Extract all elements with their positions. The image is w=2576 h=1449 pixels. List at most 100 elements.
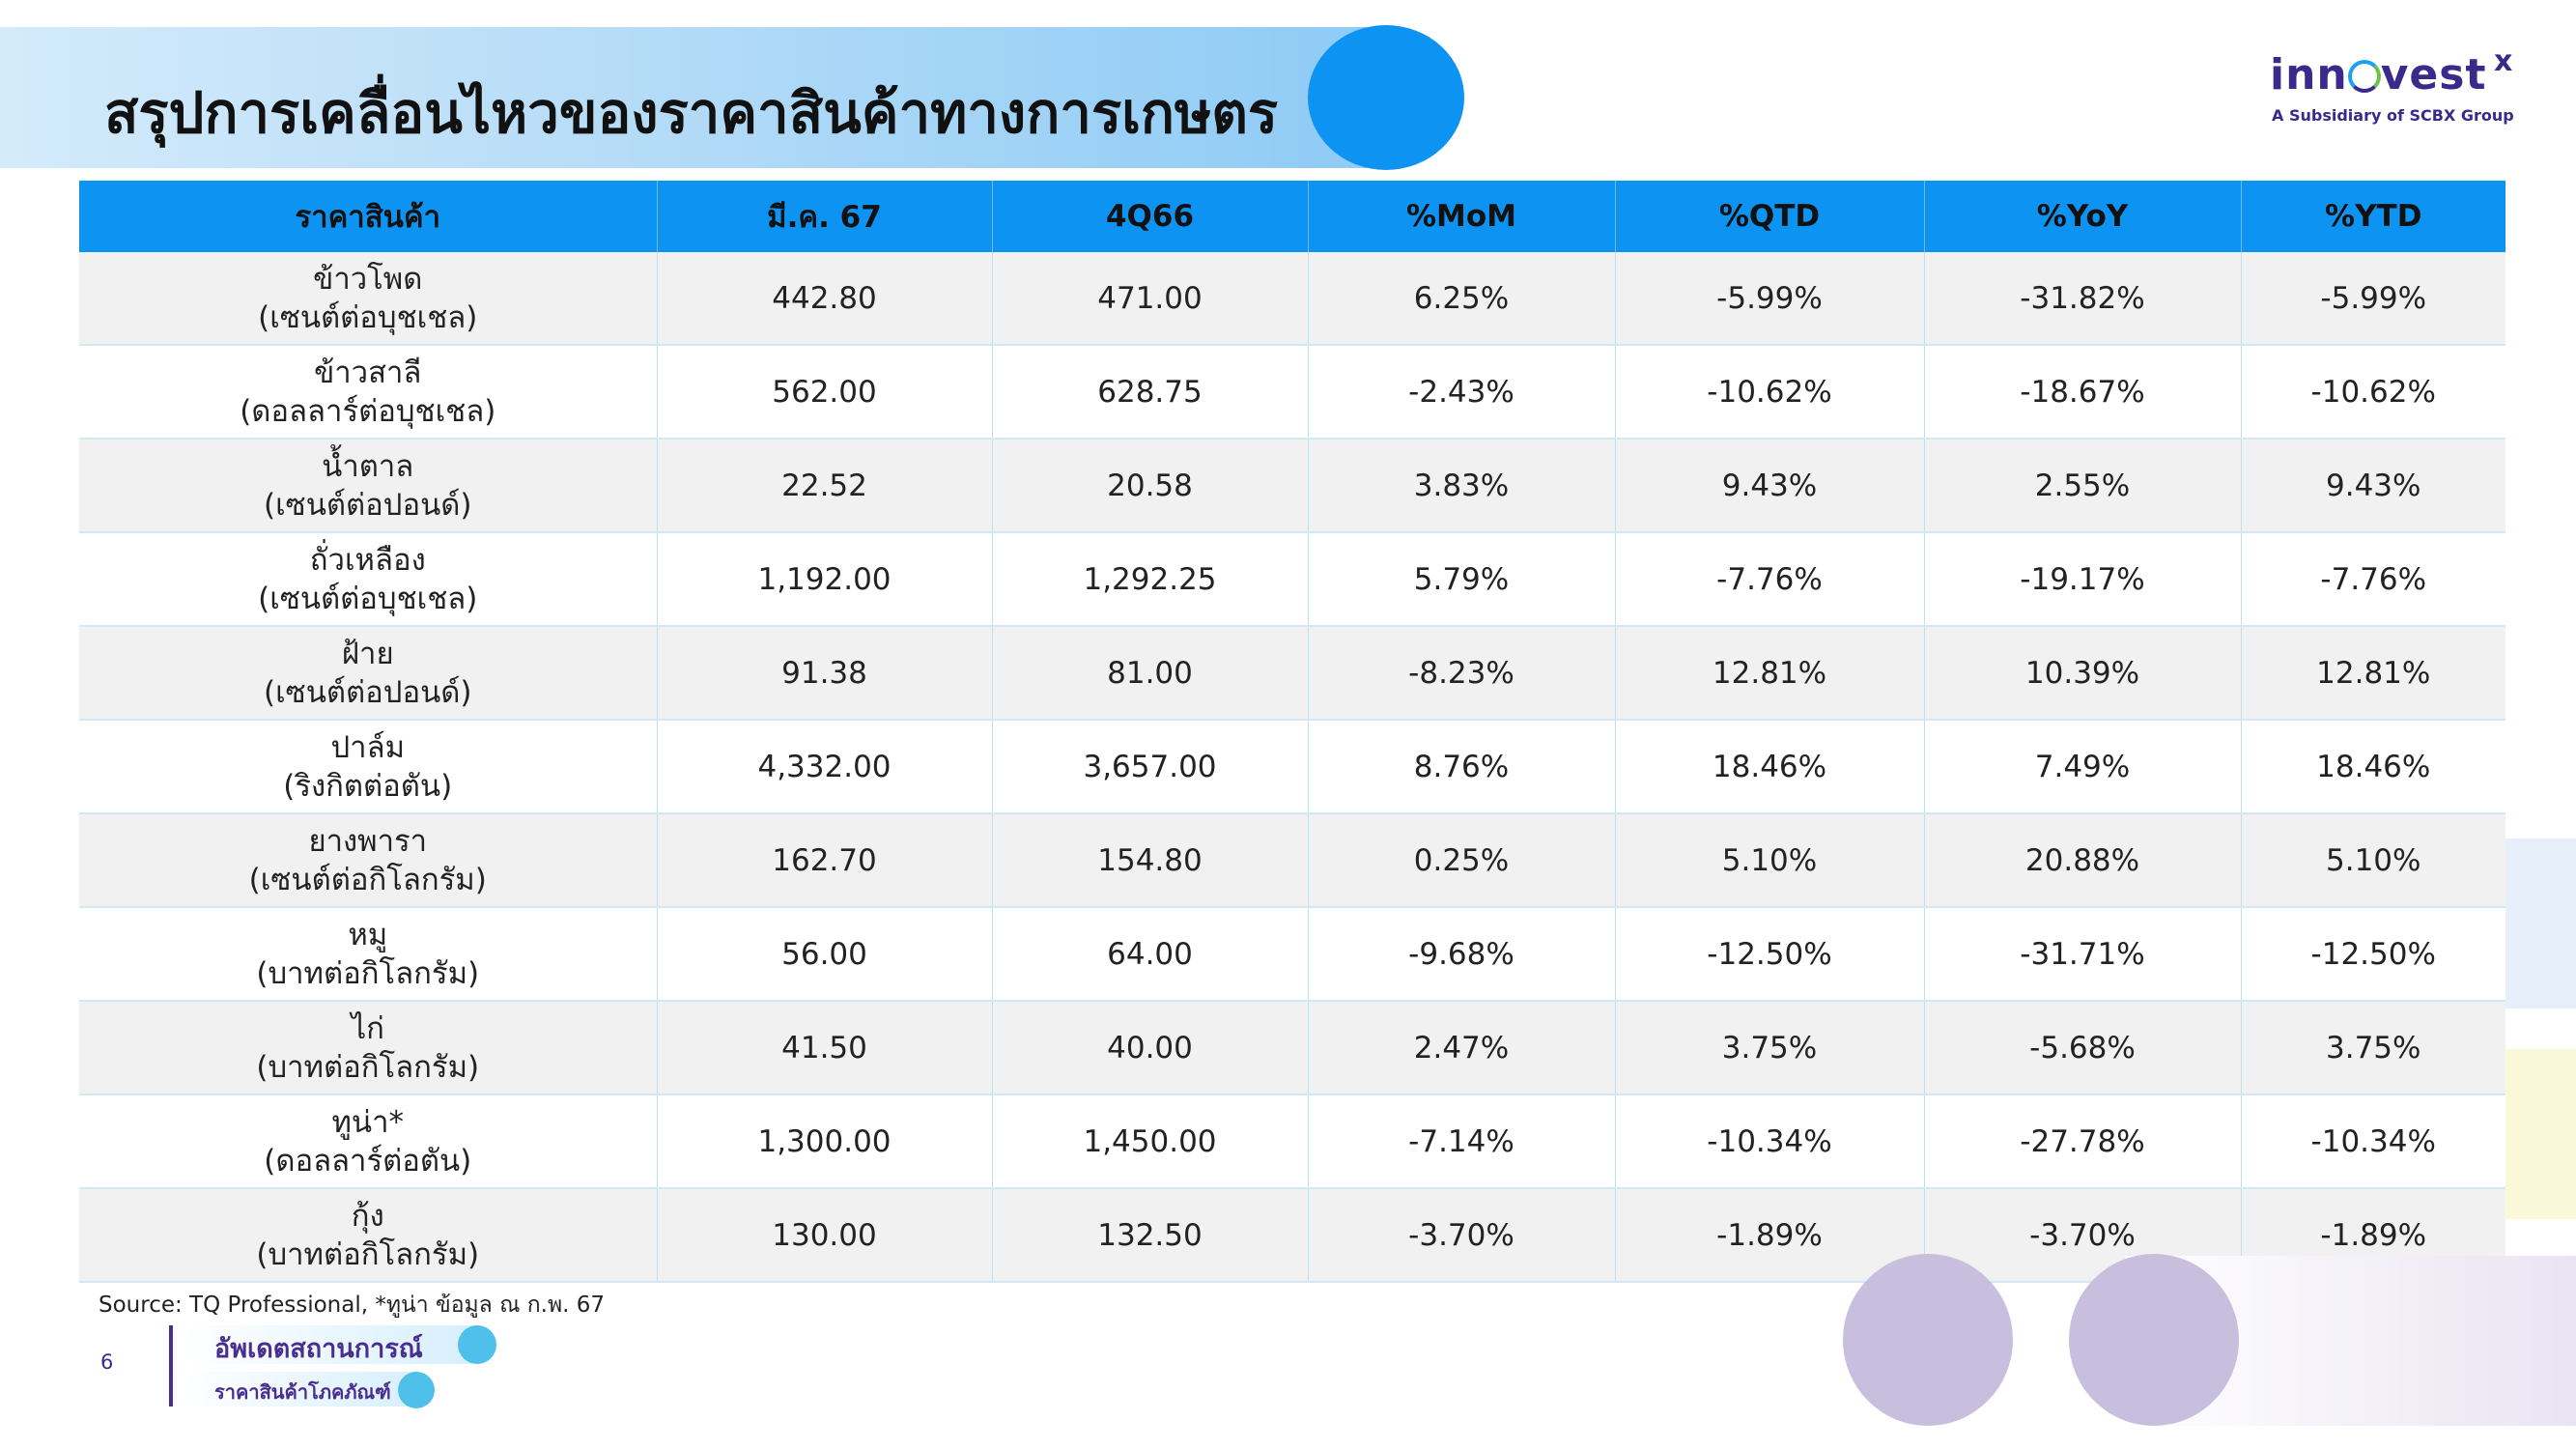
mar67-cell: 91.38 — [657, 626, 993, 721]
mar67-cell: 442.80 — [657, 252, 993, 346]
commodity-name: ถั่วเหลือง — [309, 542, 426, 578]
table-row: น้ำตาล (เซนต์ต่อปอนด์) 22.52 20.58 3.83% … — [79, 439, 2505, 533]
qtd-cell: 5.10% — [1615, 813, 1925, 908]
yoy-cell: 20.88% — [1924, 813, 2242, 908]
decor-circle-left — [1843, 1254, 2013, 1426]
section-tag-background — [182, 1325, 491, 1364]
yoy-cell: -31.71% — [1924, 907, 2242, 1002]
table-row: ฝ้าย (เซนต์ต่อปอนด์) 91.38 81.00 -8.23% 1… — [79, 626, 2505, 721]
logo-word-end: vest — [2380, 50, 2487, 99]
yoy-cell: -19.17% — [1924, 532, 2242, 627]
ytd-cell: -12.50% — [2241, 907, 2505, 1002]
qtd-cell: 12.81% — [1615, 626, 1925, 721]
footer-divider — [169, 1325, 173, 1406]
qtd-cell: -1.89% — [1615, 1188, 1925, 1283]
commodity-cell: ฝ้าย (เซนต์ต่อปอนด์) — [79, 626, 658, 721]
mar67-cell: 162.70 — [657, 813, 993, 908]
4q66-cell: 628.75 — [992, 345, 1309, 440]
commodity-unit: (บาทต่อกิโลกรัม) — [256, 1049, 480, 1085]
mom-cell: 0.25% — [1308, 813, 1616, 908]
qtd-cell: -10.34% — [1615, 1094, 1925, 1189]
decor-circle-right — [2069, 1254, 2239, 1426]
table-row: กุ้ง (บาทต่อกิโลกรัม) 130.00 132.50 -3.70… — [79, 1188, 2505, 1283]
commodity-name: ไก่ — [351, 1010, 384, 1046]
yoy-cell: 7.49% — [1924, 720, 2242, 814]
ytd-cell: -7.76% — [2241, 532, 2505, 627]
commodity-unit: (เซนต์ต่อปอนด์) — [263, 487, 472, 523]
commodity-cell: ปาล์ม (ริงกิตต่อตัน) — [79, 720, 658, 814]
commodity-unit: (บาทต่อกิโลกรัม) — [256, 955, 480, 991]
qtd-cell: -10.62% — [1615, 345, 1925, 440]
mom-cell: 6.25% — [1308, 252, 1616, 346]
mom-cell: 3.83% — [1308, 439, 1616, 533]
ytd-cell: 12.81% — [2241, 626, 2505, 721]
table-row: ปาล์ม (ริงกิตต่อตัน) 4,332.00 3,657.00 8.… — [79, 720, 2505, 814]
yoy-cell: -5.68% — [1924, 1001, 2242, 1095]
qtd-cell: -12.50% — [1615, 907, 1925, 1002]
table-row: ยางพารา (เซนต์ต่อกิโลกรัม) 162.70 154.80 … — [79, 813, 2505, 908]
ytd-cell: -10.34% — [2241, 1094, 2505, 1189]
mom-cell: -3.70% — [1308, 1188, 1616, 1283]
section-subtag: ราคาสินค้าโภคภัณฑ์ — [214, 1380, 391, 1404]
mom-cell: -7.14% — [1308, 1094, 1616, 1189]
commodity-cell: ข้าวสาลี (ดอลลาร์ต่อบุชเชล) — [79, 345, 658, 440]
table-header-row: ราคาสินค้า มี.ค. 67 4Q66 %MoM %QTD %YoY … — [79, 181, 2505, 252]
section-tag-dot — [458, 1325, 496, 1364]
commodity-cell: ข้าวโพด (เซนต์ต่อบุชเชล) — [79, 252, 658, 346]
commodity-cell: หมู (บาทต่อกิโลกรัม) — [79, 907, 658, 1002]
4q66-cell: 3,657.00 — [992, 720, 1309, 814]
mom-cell: 8.76% — [1308, 720, 1616, 814]
header-4q66: 4Q66 — [992, 181, 1309, 252]
innovest-logo: inn vest x A Subsidiary of SCBX Group — [2270, 44, 2521, 128]
commodity-name: ข้าวโพด — [313, 261, 423, 297]
mar67-cell: 130.00 — [657, 1188, 993, 1283]
4q66-cell: 132.50 — [992, 1188, 1309, 1283]
decor-blue-block — [2505, 838, 2576, 1009]
commodity-unit: (เซนต์ต่อกิโลกรัม) — [248, 862, 487, 897]
4q66-cell: 471.00 — [992, 252, 1309, 346]
yoy-cell: -31.82% — [1924, 252, 2242, 346]
4q66-cell: 40.00 — [992, 1001, 1309, 1095]
header-commodity: ราคาสินค้า — [79, 181, 658, 252]
ytd-cell: 5.10% — [2241, 813, 2505, 908]
header-mar67: มี.ค. 67 — [657, 181, 993, 252]
header-mom: %MoM — [1308, 181, 1616, 252]
mom-cell: -9.68% — [1308, 907, 1616, 1002]
mar67-cell: 562.00 — [657, 345, 993, 440]
mar67-cell: 4,332.00 — [657, 720, 993, 814]
commodity-name: ฝ้าย — [341, 636, 394, 671]
qtd-cell: -7.76% — [1615, 532, 1925, 627]
4q66-cell: 1,450.00 — [992, 1094, 1309, 1189]
commodity-unit: (ดอลลาร์ต่อบุชเชล) — [240, 393, 496, 429]
page-number: 6 — [100, 1350, 114, 1374]
commodity-cell: ถั่วเหลือง (เซนต์ต่อบุชเชล) — [79, 532, 658, 627]
commodity-name: ปาล์ม — [330, 729, 406, 765]
header-ytd: %YTD — [2241, 181, 2505, 252]
commodity-unit: (ดอลลาร์ต่อตัน) — [264, 1143, 472, 1179]
commodity-price-table: ราคาสินค้า มี.ค. 67 4Q66 %MoM %QTD %YoY … — [79, 181, 2505, 1283]
decor-yellow-block — [2505, 1049, 2576, 1219]
header-qtd: %QTD — [1615, 181, 1925, 252]
commodity-name: กุ้ง — [351, 1198, 384, 1234]
logo-subtitle: A Subsidiary of SCBX Group — [2272, 106, 2514, 125]
mar67-cell: 56.00 — [657, 907, 993, 1002]
table-row: ไก่ (บาทต่อกิโลกรัม) 41.50 40.00 2.47% 3.… — [79, 1001, 2505, 1095]
commodity-unit: (เซนต์ต่อบุชเชล) — [258, 299, 478, 335]
commodity-name: หมู — [348, 917, 388, 952]
title-circle-decoration — [1308, 25, 1464, 170]
commodity-name: ข้าวสาลี — [314, 355, 422, 390]
commodity-cell: ไก่ (บาทต่อกิโลกรัม) — [79, 1001, 658, 1095]
logo-word-start: inn — [2270, 50, 2348, 99]
commodity-cell: ยางพารา (เซนต์ต่อกิโลกรัม) — [79, 813, 658, 908]
ytd-cell: 18.46% — [2241, 720, 2505, 814]
commodity-unit: (ริงกิตต่อตัน) — [283, 768, 453, 804]
commodity-unit: (บาทต่อกิโลกรัม) — [256, 1236, 480, 1272]
commodity-name: ยางพารา — [308, 823, 428, 859]
ytd-cell: 3.75% — [2241, 1001, 2505, 1095]
source-note: Source: TQ Professional, *ทูน่า ข้อมูล ณ… — [99, 1293, 606, 1318]
commodity-cell: กุ้ง (บาทต่อกิโลกรัม) — [79, 1188, 658, 1283]
commodity-cell: ทูน่า* (ดอลลาร์ต่อตัน) — [79, 1094, 658, 1189]
4q66-cell: 81.00 — [992, 626, 1309, 721]
mar67-cell: 1,300.00 — [657, 1094, 993, 1189]
mom-cell: -8.23% — [1308, 626, 1616, 721]
